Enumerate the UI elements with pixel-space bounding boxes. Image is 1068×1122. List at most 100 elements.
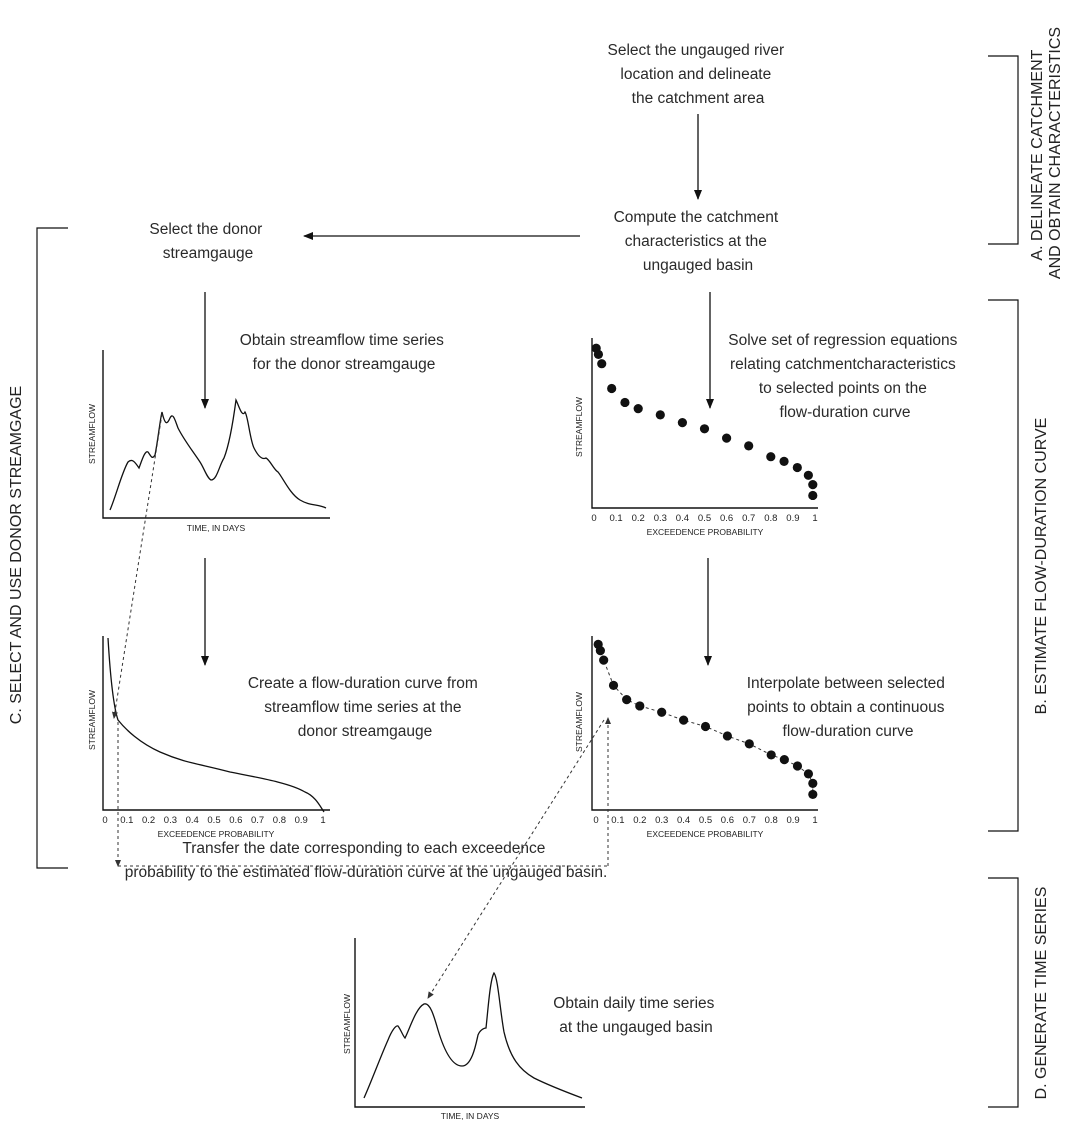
interpolated-fdc-xlabel: EXCEEDENCE PROBABILITY bbox=[647, 829, 764, 839]
donor-fdc-tick-label: 0.4 bbox=[186, 815, 199, 826]
interpolated-point bbox=[599, 655, 609, 665]
donor-fdc-tick-label: 0.3 bbox=[164, 815, 177, 826]
interpolated-point bbox=[808, 778, 818, 788]
ungauged-hydrograph-chart: STREAMFLOW TIME, IN DAYS bbox=[342, 938, 585, 1121]
step-interpolate: Interpolate between selected points to o… bbox=[747, 675, 950, 740]
phase-c-label: C. SELECT AND USE DONOR STREAMGAGE bbox=[8, 386, 25, 724]
regression-point bbox=[766, 452, 776, 462]
regression-point bbox=[699, 424, 710, 434]
ungauged-hydrograph-axes bbox=[354, 938, 585, 1108]
regression-point bbox=[744, 441, 754, 451]
donor-fdc-tick-label: 0.8 bbox=[273, 815, 286, 826]
regression-chart-tick-label: 0 bbox=[591, 513, 596, 524]
donor-hydrograph-line bbox=[109, 397, 327, 511]
regression-points bbox=[591, 343, 818, 501]
regression-point bbox=[677, 418, 688, 428]
bracket-phase-a bbox=[988, 55, 1019, 245]
regression-point bbox=[620, 397, 630, 408]
regression-point bbox=[808, 490, 818, 501]
regression-point bbox=[779, 456, 789, 466]
step-obtain-daily: Obtain daily time series at the ungauged… bbox=[553, 995, 718, 1036]
interpolated-fdc-tick-label: 0.2 bbox=[633, 815, 646, 826]
bracket-phase-c bbox=[36, 227, 68, 869]
regression-chart-tick-label: 0.1 bbox=[609, 513, 622, 524]
regression-point bbox=[607, 383, 617, 394]
regression-chart-tick-label: 0.2 bbox=[632, 513, 645, 524]
donor-fdc-axes bbox=[102, 636, 330, 811]
donor-hydrograph-chart: STREAMFLOW TIME, IN DAYS bbox=[87, 350, 330, 533]
regression-chart-tick-label: 0.8 bbox=[764, 513, 777, 524]
interpolated-fdc-tick-label: 0.9 bbox=[786, 815, 799, 826]
interpolated-point bbox=[722, 731, 733, 741]
regression-point bbox=[597, 359, 607, 369]
donor-fdc-tick-label: 0 bbox=[102, 815, 107, 826]
step-compute-characteristics: Compute the catchment characteristics at… bbox=[614, 209, 783, 274]
interpolated-fdc-tick-label: 0.6 bbox=[721, 815, 734, 826]
step-select-location: Select the ungauged river location and d… bbox=[608, 42, 789, 107]
step-select-donor: Select the donor streamgauge bbox=[149, 221, 266, 262]
regression-chart-tick-label: 0.5 bbox=[698, 513, 711, 524]
bracket-phase-d bbox=[988, 877, 1019, 1108]
donor-fdc-tick-label: 0.1 bbox=[120, 815, 133, 826]
bracket-phase-b bbox=[988, 299, 1019, 832]
interpolated-fdc-ticks: 0 0.1 0.2 0.3 0.4 0.5 0.6 0.7 0.8 0.9 1 bbox=[593, 815, 817, 826]
donor-hydrograph-axes bbox=[102, 350, 330, 519]
donor-fdc-tick-label: 0.5 bbox=[207, 815, 220, 826]
donor-fdc-tick-label: 0.6 bbox=[229, 815, 242, 826]
donor-fdc-tick-label: 0.2 bbox=[142, 815, 155, 826]
interpolated-point bbox=[657, 707, 667, 717]
interpolated-point bbox=[595, 646, 605, 656]
interpolated-point bbox=[679, 715, 689, 725]
regression-point bbox=[803, 470, 813, 480]
donor-hydrograph-xlabel: TIME, IN DAYS bbox=[187, 523, 246, 533]
regression-chart-xlabel: EXCEEDENCE PROBABILITY bbox=[647, 527, 764, 537]
donor-fdc-ylabel: STREAMFLOW bbox=[87, 690, 97, 750]
interpolated-point bbox=[635, 701, 645, 711]
donor-fdc-line bbox=[107, 637, 325, 813]
phase-d-label: D. GENERATE TIME SERIES bbox=[1033, 887, 1050, 1100]
interpolated-point bbox=[766, 750, 776, 760]
ungauged-hydrograph-xlabel: TIME, IN DAYS bbox=[441, 1111, 500, 1121]
regression-chart-tick-label: 0.6 bbox=[720, 513, 733, 524]
step-obtain-streamflow: Obtain streamflow time series for the do… bbox=[240, 332, 448, 373]
regression-point bbox=[593, 349, 604, 359]
transfer-line-hydrograph-to-fdc bbox=[111, 413, 163, 719]
donor-hydrograph-ylabel: STREAMFLOW bbox=[87, 404, 97, 464]
interpolated-point bbox=[700, 721, 711, 732]
regression-chart-tick-label: 0.3 bbox=[654, 513, 667, 524]
interpolated-point bbox=[744, 739, 754, 749]
regression-chart-tick-label: 0.9 bbox=[786, 513, 799, 524]
ungauged-hydrograph-line bbox=[363, 971, 583, 1099]
regression-points-chart: STREAMFLOW 0 0.1 0.2 0.3 0.4 0.5 0.6 0.7 0.8 0.9 1… bbox=[574, 338, 818, 537]
regression-chart-tick-label: 0.4 bbox=[676, 513, 689, 524]
interpolated-fdc-tick-label: 0.3 bbox=[655, 815, 668, 826]
interpolated-point bbox=[792, 761, 803, 771]
regression-point bbox=[722, 433, 732, 443]
interpolated-point bbox=[803, 769, 814, 779]
regression-chart-ticks: 0 0.1 0.2 0.3 0.4 0.5 0.6 0.7 0.8 0.9 1 bbox=[591, 513, 817, 524]
regression-chart-tick-label: 1 bbox=[812, 513, 817, 524]
interpolated-fdc-tick-label: 0.1 bbox=[611, 815, 624, 826]
interpolated-fdc-chart: STREAMFLOW 0 0.1 0.2 0.3 0.4 0.5 0.6 0.7 0.8 0.9 1… bbox=[574, 636, 818, 839]
interpolated-fdc-tick-label: 1 bbox=[812, 815, 817, 826]
interpolated-fdc-line bbox=[597, 644, 814, 795]
interpolated-fdc-tick-label: 0.5 bbox=[699, 815, 712, 826]
interpolated-fdc-ylabel: STREAMFLOW bbox=[574, 692, 584, 752]
donor-fdc-ticks: 0 0.1 0.2 0.3 0.4 0.5 0.6 0.7 0.8 0.9 1 bbox=[102, 815, 325, 826]
regression-point bbox=[808, 480, 818, 490]
regression-point bbox=[633, 404, 643, 414]
donor-fdc-tick-label: 0.7 bbox=[251, 815, 264, 826]
regression-point bbox=[792, 462, 802, 473]
step-create-fdc: Create a flow-duration curve from stream… bbox=[248, 675, 482, 740]
donor-fdc-xlabel: EXCEEDENCE PROBABILITY bbox=[158, 829, 275, 839]
interpolated-point bbox=[779, 755, 789, 765]
interpolated-fdc-tick-label: 0 bbox=[593, 815, 598, 826]
phase-b-label: B. ESTIMATE FLOW-DURATION CURVE bbox=[1033, 418, 1050, 715]
interpolated-point bbox=[608, 680, 619, 691]
step-solve-regression: Solve set of regression equations relati… bbox=[728, 332, 962, 421]
donor-fdc-tick-label: 1 bbox=[320, 815, 325, 826]
regression-chart-ylabel: STREAMFLOW bbox=[574, 397, 584, 457]
ungauged-hydrograph-ylabel: STREAMFLOW bbox=[342, 994, 352, 1054]
interpolated-fdc-tick-label: 0.4 bbox=[677, 815, 690, 826]
